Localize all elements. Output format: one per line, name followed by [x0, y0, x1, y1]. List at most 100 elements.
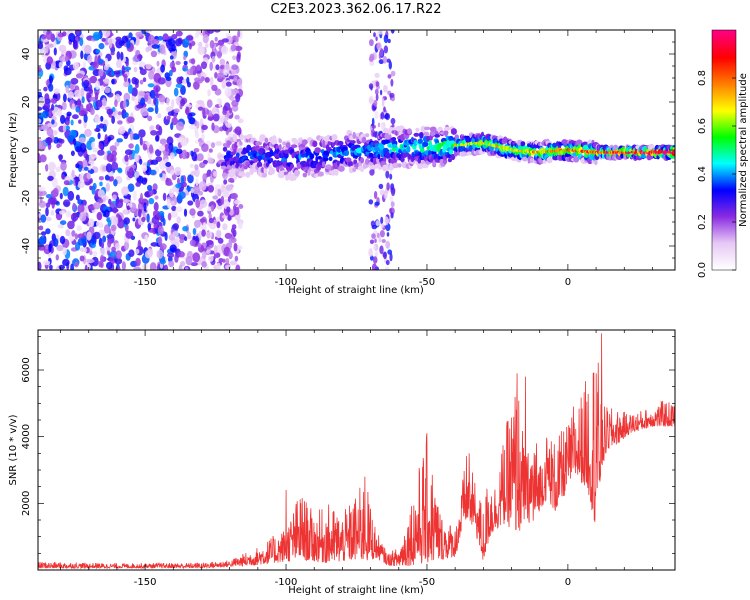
- noise-speckle: [172, 231, 179, 237]
- noise-speckle: [67, 220, 75, 230]
- ridge-cell: [227, 172, 235, 178]
- noise-speckle: [221, 214, 229, 219]
- ridge-cell: [278, 144, 282, 151]
- noise-speckle: [147, 115, 153, 122]
- streak-speckle: [371, 263, 377, 270]
- ridge-cell: [368, 152, 374, 158]
- noise-speckle: [116, 138, 123, 143]
- noise-speckle: [224, 102, 231, 111]
- colorbar-step: [712, 70, 736, 73]
- ridge-cell: [413, 132, 420, 137]
- noise-speckle: [201, 124, 208, 130]
- ridge-cell: [417, 138, 423, 144]
- noise-speckle: [175, 61, 181, 65]
- noise-speckle: [46, 43, 55, 48]
- noise-speckle: [237, 118, 244, 124]
- colorbar-step: [712, 124, 736, 127]
- noise-speckle: [199, 199, 208, 208]
- ridge-cell: [232, 134, 238, 142]
- noise-speckle: [138, 208, 142, 218]
- colorbar-step: [712, 32, 736, 35]
- ridge-cell: [434, 134, 440, 138]
- noise-speckle: [77, 199, 84, 205]
- noise-speckle: [149, 89, 156, 99]
- noise-speckle: [234, 255, 239, 262]
- noise-speckle: [171, 205, 177, 212]
- colorbar-step: [712, 62, 736, 65]
- noise-speckle: [80, 142, 87, 153]
- ridge-cell: [360, 133, 366, 138]
- noise-speckle: [206, 30, 215, 34]
- noise-speckle: [38, 118, 42, 124]
- noise-speckle: [123, 92, 131, 102]
- snr-panel: -150 -100 -50 0 2000 4000 6000 Height of stra…: [8, 329, 676, 596]
- noise-speckle: [102, 97, 107, 107]
- noise-speckle: [137, 54, 143, 60]
- noise-speckle: [224, 232, 232, 239]
- noise-speckle: [221, 45, 229, 55]
- colorbar-step: [712, 138, 736, 141]
- x-tick-label: -50: [419, 577, 435, 588]
- ridge-cell: [234, 141, 238, 149]
- noise-speckle: [110, 224, 117, 232]
- noise-speckle: [220, 64, 225, 70]
- noise-speckle: [55, 166, 62, 172]
- noise-speckle: [131, 87, 138, 97]
- noise-speckle: [100, 241, 105, 248]
- noise-speckle: [51, 103, 55, 111]
- noise-speckle: [140, 192, 143, 203]
- colorbar-step: [712, 160, 736, 163]
- colorbar-step: [712, 190, 736, 193]
- noise-speckle: [225, 81, 232, 87]
- noise-speckle: [62, 186, 69, 197]
- ridge-cell: [269, 157, 274, 163]
- ridge-cell: [317, 155, 323, 160]
- noise-speckle: [147, 83, 155, 88]
- streak-speckle: [383, 85, 388, 93]
- streak-speckle: [386, 58, 391, 63]
- noise-speckle: [74, 233, 79, 240]
- ridge-cell: [241, 166, 245, 172]
- noise-speckle: [72, 39, 78, 50]
- noise-speckle: [123, 99, 127, 109]
- colorbar-step: [712, 106, 736, 109]
- noise-speckle: [84, 128, 92, 137]
- noise-speckle: [101, 37, 106, 42]
- ridge-cell: [361, 138, 367, 144]
- streak-speckle: [383, 45, 389, 54]
- noise-speckle: [45, 30, 53, 40]
- noise-speckle: [66, 111, 72, 117]
- ridge-cell: [397, 163, 402, 168]
- ridge-cell: [383, 156, 387, 162]
- noise-speckle: [188, 43, 192, 50]
- noise-speckle: [214, 187, 218, 198]
- noise-speckle: [194, 164, 199, 171]
- noise-speckle: [75, 194, 80, 201]
- streak-speckle: [391, 123, 395, 129]
- noise-speckle: [62, 199, 71, 208]
- noise-speckle: [111, 161, 119, 171]
- ridge-cell: [465, 136, 473, 143]
- ridge-cell: [448, 135, 454, 141]
- streak-speckle: [374, 72, 380, 79]
- ridge-cell: [360, 157, 365, 164]
- noise-speckle: [134, 152, 139, 162]
- noise-speckle: [164, 143, 170, 152]
- noise-speckle: [174, 38, 183, 47]
- noise-speckle: [170, 122, 174, 131]
- noise-speckle: [216, 188, 222, 197]
- noise-speckle: [174, 254, 179, 263]
- noise-speckle: [183, 60, 188, 66]
- noise-speckle: [70, 119, 74, 126]
- colorbar-step: [712, 220, 736, 223]
- noise-speckle: [72, 62, 80, 70]
- noise-speckle: [57, 224, 64, 229]
- colorbar-step: [712, 34, 736, 37]
- ridge-cell: [575, 139, 583, 146]
- noise-speckle: [166, 97, 170, 106]
- noise-speckle: [144, 234, 149, 243]
- noise-speckle: [197, 242, 202, 248]
- noise-speckle: [170, 169, 175, 176]
- noise-speckle: [217, 39, 225, 46]
- noise-speckle: [223, 179, 228, 185]
